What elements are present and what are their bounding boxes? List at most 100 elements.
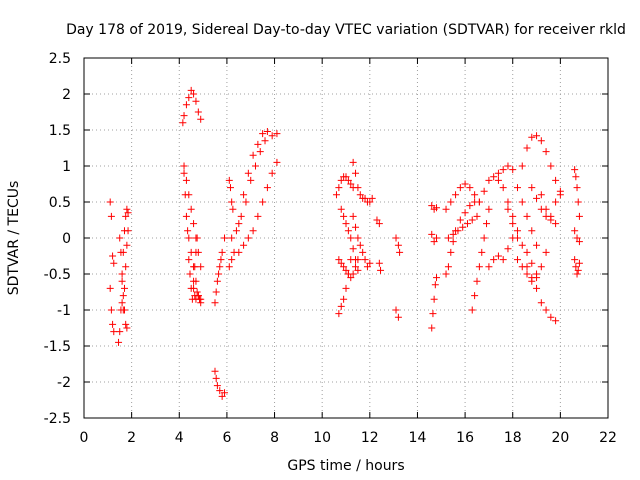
data-point bbox=[456, 216, 464, 224]
series-arc-29 bbox=[428, 274, 441, 332]
data-point bbox=[366, 198, 374, 206]
data-point bbox=[528, 184, 536, 192]
series-arc-08 bbox=[180, 169, 205, 303]
data-point bbox=[361, 194, 369, 202]
data-point bbox=[533, 132, 541, 140]
data-point bbox=[342, 173, 350, 181]
data-point bbox=[190, 90, 198, 98]
data-point bbox=[340, 263, 348, 271]
data-point bbox=[116, 234, 124, 242]
series-arc-17 bbox=[332, 173, 357, 199]
data-point bbox=[179, 119, 187, 127]
y-tick-label: -0.5 bbox=[44, 267, 71, 283]
data-point bbox=[575, 212, 583, 220]
data-point bbox=[475, 263, 483, 271]
data-point bbox=[123, 324, 131, 332]
data-point bbox=[433, 204, 441, 212]
data-point bbox=[120, 284, 128, 292]
series-arc-19 bbox=[335, 256, 355, 318]
data-point bbox=[194, 108, 202, 116]
data-point bbox=[499, 184, 507, 192]
data-point bbox=[232, 227, 240, 235]
data-point bbox=[352, 169, 360, 177]
series-arc-11 bbox=[211, 234, 229, 307]
data-point bbox=[268, 132, 276, 140]
data-point bbox=[228, 198, 236, 206]
chart-title: Day 178 of 2019, Sidereal Day-to-day VTE… bbox=[66, 22, 626, 38]
data-point bbox=[216, 263, 224, 271]
data-point bbox=[528, 277, 536, 285]
data-point bbox=[513, 184, 521, 192]
data-point bbox=[118, 277, 126, 285]
series-arc-44 bbox=[571, 256, 583, 278]
data-point bbox=[197, 115, 205, 123]
x-tick-label: 0 bbox=[80, 430, 89, 446]
data-point bbox=[249, 151, 257, 159]
data-point bbox=[573, 184, 581, 192]
y-tick-label: -2 bbox=[57, 375, 71, 391]
data-point bbox=[461, 180, 469, 188]
data-point bbox=[110, 328, 118, 336]
data-point bbox=[471, 191, 479, 199]
data-point bbox=[356, 191, 364, 199]
data-point bbox=[273, 130, 281, 138]
data-point bbox=[196, 295, 204, 303]
x-tick-label: 18 bbox=[504, 430, 522, 446]
data-point bbox=[273, 158, 281, 166]
data-point bbox=[480, 234, 488, 242]
data-point bbox=[187, 205, 195, 213]
data-point bbox=[244, 169, 252, 177]
data-point bbox=[359, 248, 367, 256]
data-point bbox=[528, 259, 536, 267]
data-point bbox=[259, 130, 267, 138]
data-point bbox=[366, 259, 374, 267]
series-arc-26 bbox=[392, 306, 402, 321]
data-point bbox=[574, 266, 582, 274]
data-point bbox=[192, 248, 200, 256]
data-point bbox=[190, 220, 198, 228]
data-point bbox=[463, 220, 471, 228]
data-point bbox=[523, 248, 531, 256]
data-point bbox=[468, 216, 476, 224]
series-arc-24 bbox=[375, 259, 385, 274]
series-arc-39 bbox=[523, 263, 560, 325]
data-point bbox=[571, 256, 579, 264]
data-point bbox=[449, 238, 457, 246]
y-tick-label: -2.5 bbox=[44, 411, 71, 427]
data-point bbox=[109, 320, 117, 328]
y-tick-labels: 2.5 2 1.5 1 0.5 0 -0.5 -1 -1.5 -2 -2.5 bbox=[44, 51, 71, 427]
data-point bbox=[485, 263, 493, 271]
y-tick-label: 2 bbox=[62, 87, 71, 103]
data-point bbox=[509, 212, 517, 220]
data-point bbox=[254, 212, 262, 220]
data-point bbox=[513, 227, 521, 235]
data-point bbox=[190, 284, 198, 292]
data-point bbox=[124, 227, 132, 235]
data-point bbox=[240, 241, 248, 249]
data-point bbox=[211, 367, 219, 375]
data-point bbox=[490, 173, 498, 181]
data-point bbox=[247, 176, 255, 184]
data-point bbox=[433, 274, 441, 282]
data-point bbox=[216, 387, 224, 395]
data-point bbox=[226, 184, 234, 192]
data-point bbox=[542, 306, 550, 314]
data-point bbox=[447, 248, 455, 256]
data-point bbox=[218, 248, 226, 256]
data-point bbox=[449, 230, 457, 238]
data-point bbox=[552, 220, 560, 228]
data-point bbox=[185, 94, 193, 102]
data-point bbox=[494, 169, 502, 177]
data-point bbox=[556, 191, 564, 199]
data-point bbox=[518, 162, 526, 170]
series-arc-05 bbox=[118, 227, 132, 314]
data-point bbox=[392, 234, 400, 242]
data-point bbox=[122, 263, 130, 271]
data-point bbox=[377, 266, 385, 274]
series-arc-25 bbox=[392, 234, 404, 256]
series-arc-12 bbox=[211, 367, 229, 400]
data-point bbox=[256, 148, 264, 156]
data-point bbox=[368, 194, 376, 202]
data-point bbox=[221, 234, 229, 242]
